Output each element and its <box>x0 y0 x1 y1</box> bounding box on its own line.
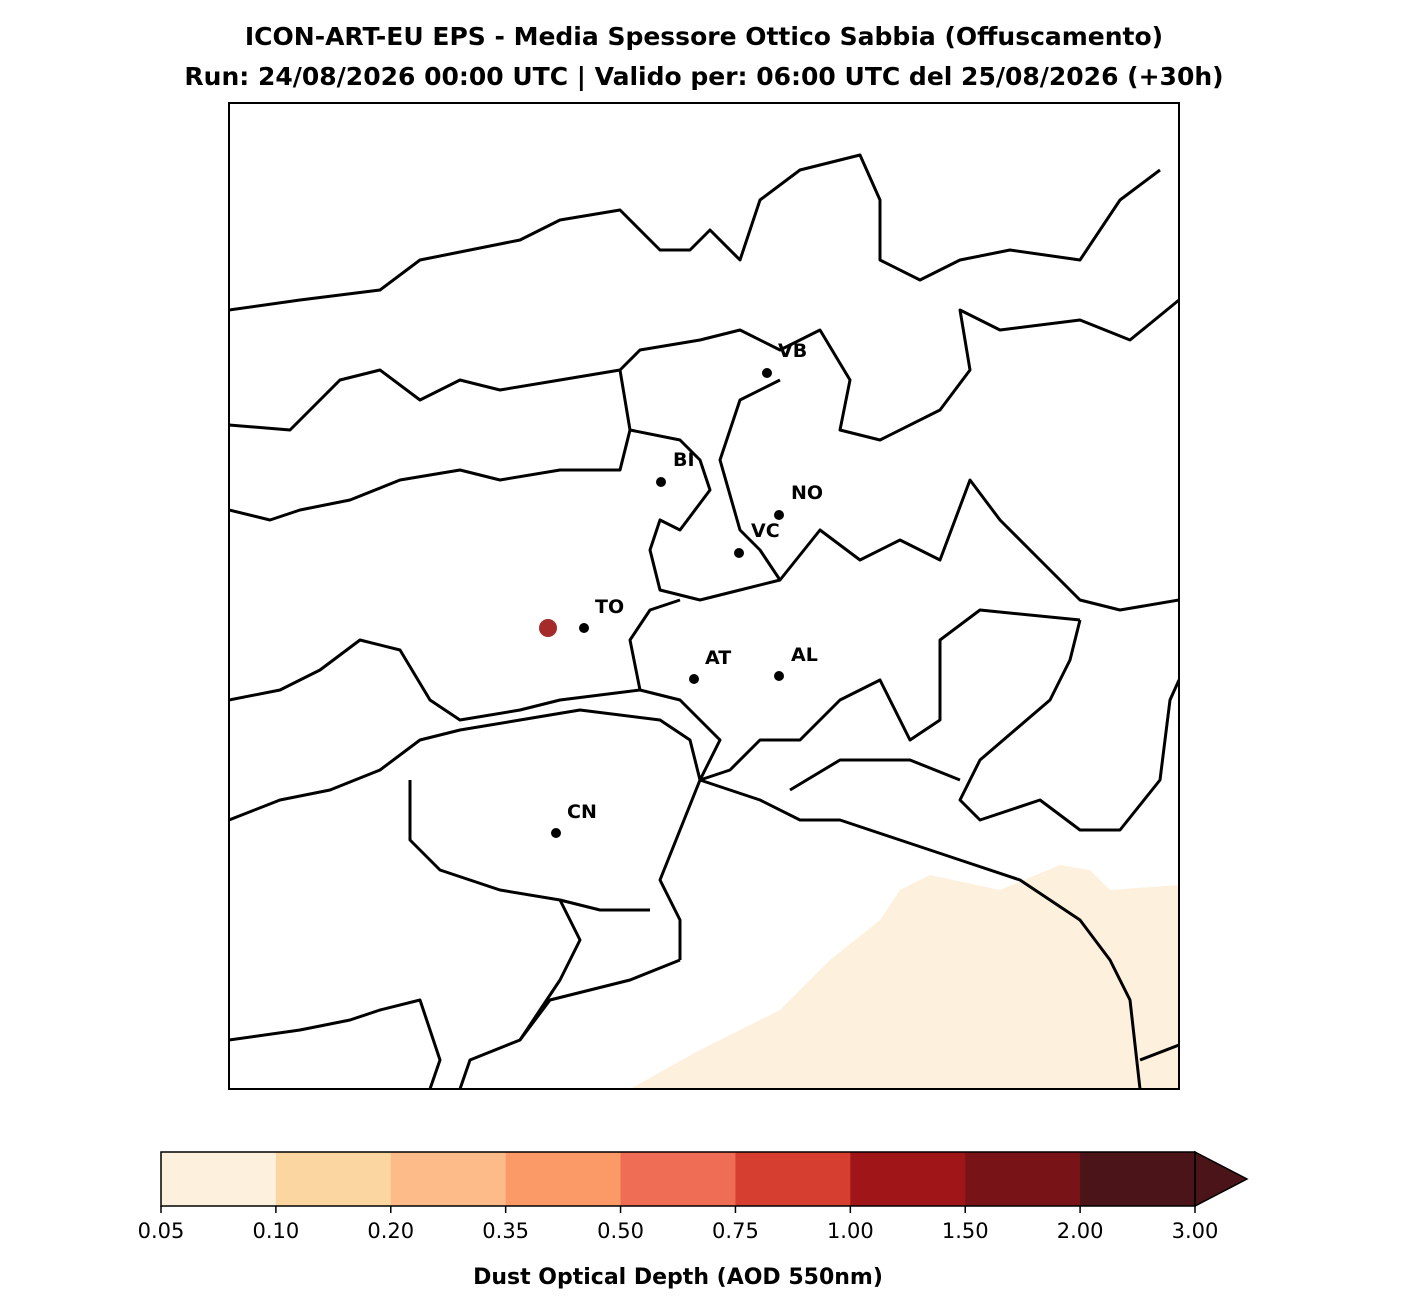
colorbar-segment <box>735 1152 851 1206</box>
colorbar-segment <box>965 1152 1081 1206</box>
city-dot <box>762 368 772 378</box>
city-dot <box>774 510 784 520</box>
colorbar-segment <box>275 1152 392 1206</box>
map-frame <box>228 102 1180 1090</box>
city-dot <box>579 623 589 633</box>
colorbar-segment <box>1080 1152 1196 1206</box>
colorbar-label: Dust Optical Depth (AOD 550nm) <box>473 1265 883 1290</box>
city-label: AT <box>705 647 731 669</box>
colorbar-tick-label: 0.35 <box>482 1219 529 1243</box>
city-label: CN <box>567 801 597 823</box>
colorbar-tick-label: 1.50 <box>942 1219 989 1243</box>
colorbar-segment <box>850 1152 966 1206</box>
colorbar-tick-label: 3.00 <box>1172 1219 1219 1243</box>
colorbar-segment <box>390 1152 507 1206</box>
colorbar-segment <box>620 1152 736 1206</box>
colorbar-tick-label: 0.20 <box>367 1219 414 1243</box>
colorbar-tick-label: 1.00 <box>827 1219 874 1243</box>
cities: VB BI NO VC TO AT AL CN <box>551 340 823 838</box>
colorbar-frame <box>160 1151 1196 1207</box>
city-dot <box>734 548 744 558</box>
dust-area <box>630 865 1179 1089</box>
city-dot <box>689 674 699 684</box>
colorbar: 0.05 0.10 0.20 0.35 0.50 0.75 1.00 1.50 2.00 3.00 <box>138 1150 1249 1243</box>
city-label: VC <box>751 520 780 542</box>
city-label: NO <box>791 482 823 504</box>
city-label: VB <box>778 340 807 362</box>
city-label: AL <box>791 644 818 666</box>
map <box>229 153 1179 1089</box>
city-label: TO <box>595 596 624 618</box>
city-dot <box>551 828 561 838</box>
selected-point <box>539 619 557 637</box>
city-label: BI <box>673 449 695 471</box>
colorbar-segment <box>161 1152 277 1206</box>
city-dot <box>774 671 784 681</box>
subtitle: Run: 24/08/2026 00:00 UTC | Valido per: … <box>184 62 1223 91</box>
colorbar-tick-label: 0.10 <box>253 1219 300 1243</box>
boundaries <box>229 153 1179 1089</box>
colorbar-tick-label: 0.05 <box>138 1219 185 1243</box>
colorbar-segment <box>505 1152 622 1206</box>
colorbar-tick-label: 2.00 <box>1057 1219 1104 1243</box>
city-dot <box>656 477 666 487</box>
colorbar-tick-label: 0.50 <box>597 1219 644 1243</box>
title: ICON-ART-EU EPS - Media Spessore Ottico … <box>245 22 1163 51</box>
colorbar-tick-label: 0.75 <box>712 1219 759 1243</box>
colorbar-extension <box>1194 1150 1249 1208</box>
